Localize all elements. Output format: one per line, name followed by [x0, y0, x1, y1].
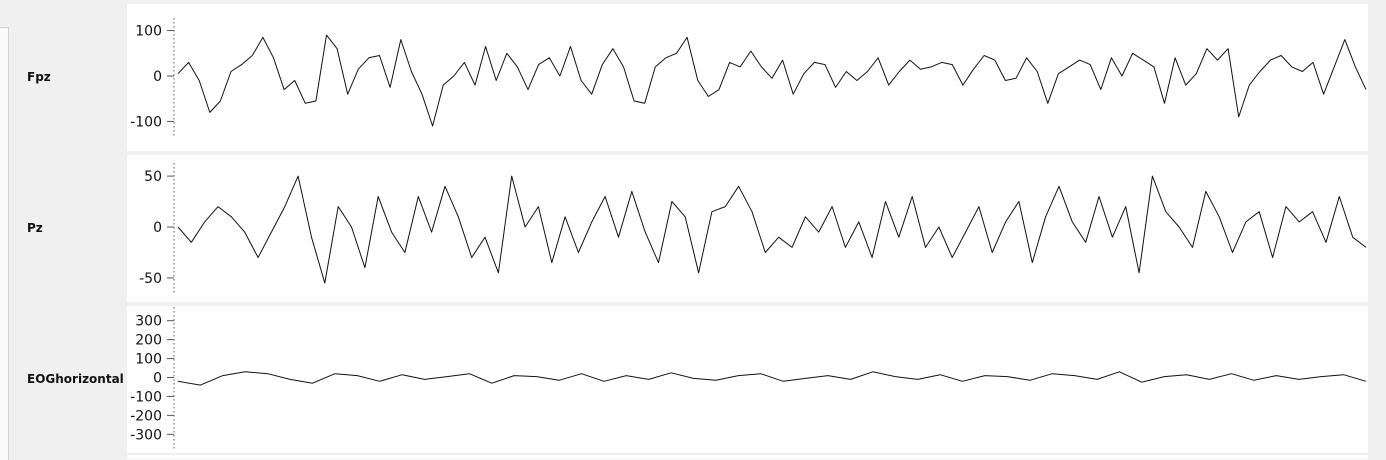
y-tick-label-pz: -50: [139, 271, 162, 287]
signal-line-fpz: [177, 34, 1367, 127]
panel-next: [127, 455, 1368, 459]
signal-line-eoghorizontal: [177, 371, 1367, 386]
y-tick-label-pz: 0: [153, 220, 162, 236]
y-tick-label-eoghorizontal: -100: [130, 389, 162, 405]
y-tick-label-fpz: 0: [153, 69, 162, 85]
y-tick-label-eoghorizontal: -300: [130, 427, 162, 443]
y-tick-label-eoghorizontal: 200: [135, 333, 162, 349]
panel-eoghorizontal: [127, 306, 1368, 453]
left-panel: [0, 27, 9, 460]
y-tick-label-fpz: -100: [130, 114, 162, 130]
channel-label-pz: Pz: [27, 221, 43, 235]
y-tick-label-eoghorizontal: 300: [135, 314, 162, 330]
y-tick-label-eoghorizontal: 0: [153, 371, 162, 387]
y-tick-label-eoghorizontal: -200: [130, 408, 162, 424]
y-tick-label-eoghorizontal: 100: [135, 352, 162, 368]
channel-label-eoghorizontal: EOGhorizontal: [27, 372, 124, 386]
channel-label-fpz: Fpz: [27, 70, 51, 84]
panel-pz: [127, 155, 1368, 302]
y-tick-label-pz: 50: [144, 169, 162, 185]
signal-line-pz: [177, 175, 1367, 284]
y-tick-label-fpz: 100: [135, 24, 162, 40]
panel-fpz: [127, 4, 1368, 151]
